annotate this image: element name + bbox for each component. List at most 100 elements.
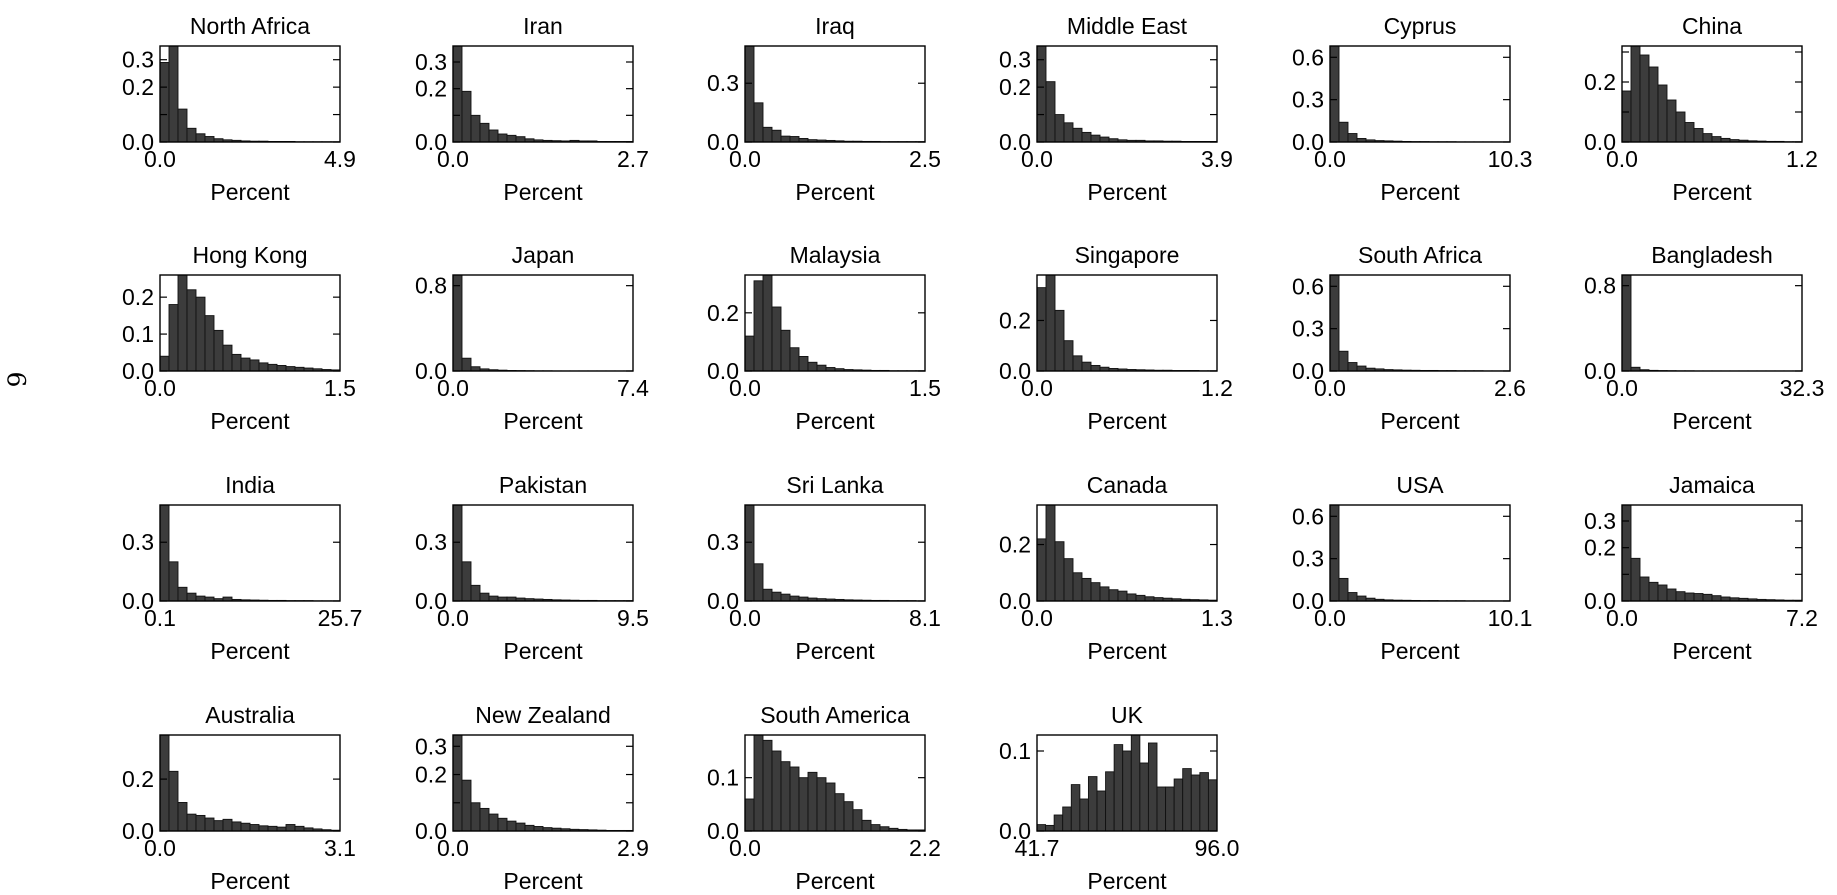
x-tick-label: 0.0	[729, 605, 761, 631]
histogram-bar	[258, 825, 269, 832]
panel-title: UK	[1111, 702, 1144, 728]
x-tick-label: 0.0	[437, 375, 469, 401]
x-tick-label: 1.3	[1201, 605, 1233, 631]
histogram-bar	[204, 315, 215, 372]
panel-title: Sri Lanka	[786, 472, 883, 498]
histogram-bar	[780, 135, 791, 143]
histogram-bar	[479, 592, 490, 602]
y-tick-label: 0.0	[999, 358, 1031, 384]
panel-title: North Africa	[190, 13, 310, 39]
histogram-bar	[1062, 806, 1072, 832]
plot-frame	[452, 504, 634, 602]
x-axis-label: Percent	[1672, 638, 1752, 664]
y-tick-label: 0.0	[1584, 129, 1616, 155]
histogram-bar	[1090, 134, 1101, 143]
plot-frame	[1329, 504, 1511, 602]
plot-frame	[452, 45, 634, 143]
x-axis-label: Percent	[210, 408, 290, 434]
x-axis-label: Percent	[1087, 408, 1167, 434]
histogram-panel-india: India 0.0 0.3 0.1 25.7 Percent	[122, 472, 362, 664]
y-tick-label: 0.3	[415, 733, 447, 759]
plot-frame	[1621, 504, 1803, 602]
histogram-bar	[744, 335, 755, 372]
histogram-bar	[1147, 742, 1158, 832]
histogram-bar	[744, 798, 755, 832]
x-axis-label: Percent	[503, 868, 583, 894]
plot-frame	[1329, 45, 1511, 143]
panel-title: South Africa	[1358, 242, 1482, 268]
histogram-bar	[1356, 595, 1367, 602]
histogram-bar	[771, 591, 782, 602]
panel-title: Middle East	[1067, 13, 1188, 39]
histogram-bar	[452, 734, 463, 832]
histogram-panel-australia: Australia 0.0 0.2 0.0 3.1 Percent	[122, 702, 356, 894]
y-tick-label: 0.0	[415, 818, 447, 844]
histogram-bar	[771, 306, 782, 372]
y-tick-label: 0.0	[122, 818, 154, 844]
histogram-bar	[771, 750, 782, 832]
histogram-panel-middle-east: Middle East 0.0 0.20.3 0.0 3.9 Percent	[999, 13, 1233, 205]
histogram-panel-usa: USA 0.0 0.3 0.6 0.0 10.1 Percent	[1292, 472, 1532, 664]
x-tick-label: 0.0	[1021, 605, 1053, 631]
x-tick-label: 3.9	[1201, 146, 1233, 172]
x-tick-label: 0.0	[1606, 375, 1638, 401]
histogram-bar	[1693, 128, 1704, 143]
y-tick-label: 0.0	[1292, 588, 1324, 614]
histogram-bar	[1338, 577, 1349, 602]
histogram-bar	[285, 824, 296, 832]
histogram-bar	[780, 761, 791, 832]
histogram-bar	[834, 793, 845, 832]
x-tick-label: 9.5	[617, 605, 649, 631]
y-tick-label: 0.0	[707, 818, 739, 844]
y-tick-label: 0.3	[1584, 508, 1616, 534]
x-tick-label: 10.3	[1488, 146, 1533, 172]
x-tick-label: 0.0	[437, 835, 469, 861]
histogram-bar	[1702, 593, 1713, 602]
histogram-bar	[470, 114, 481, 143]
histogram-bar	[1693, 593, 1704, 602]
histogram-bar	[1639, 576, 1650, 602]
histogram-bar	[195, 296, 206, 372]
histogram-bar	[186, 592, 197, 602]
y-tick-label: 0.0	[999, 588, 1031, 614]
histogram-panel-uk: UK 0.0 0.1 41.7 96.0 Percent	[999, 702, 1239, 894]
x-tick-label: 0.0	[729, 835, 761, 861]
histogram-bar	[195, 595, 206, 602]
panel-title: USA	[1396, 472, 1444, 498]
x-tick-label: 1.2	[1201, 375, 1233, 401]
histogram-bar	[159, 355, 170, 372]
x-axis-label: Percent	[210, 868, 290, 894]
histogram-bar	[1675, 591, 1686, 602]
y-tick-label: 0.6	[1292, 503, 1324, 529]
histogram-bar	[1173, 778, 1184, 832]
plot-frame	[1621, 45, 1803, 143]
y-tick-label: 0.0	[1292, 358, 1324, 384]
histogram-bar	[488, 129, 499, 143]
x-tick-label: 0.0	[144, 375, 176, 401]
histogram-bar	[470, 584, 481, 602]
y-tick-label: 0.0	[415, 129, 447, 155]
y-tick-label: 0.3	[999, 47, 1031, 73]
histogram-bar	[497, 133, 508, 143]
histogram-bar	[1648, 66, 1659, 143]
histogram-bar	[186, 289, 197, 372]
histogram-bar	[240, 822, 251, 832]
histogram-bar	[1338, 350, 1349, 372]
histogram-bar	[1338, 121, 1349, 143]
histogram-bar	[1684, 122, 1695, 143]
x-axis-label: Percent	[1380, 179, 1460, 205]
histogram-panel-bangladesh: Bangladesh 0.0 0.8 0.0 32.3 Percent	[1584, 242, 1824, 434]
x-tick-label: 32.3	[1780, 375, 1825, 401]
histogram-bar	[222, 818, 233, 832]
y-tick-label: 0.2	[415, 76, 447, 102]
panel-title: South America	[760, 702, 910, 728]
histogram-bar	[213, 820, 224, 832]
histogram-bar	[780, 593, 791, 602]
panel-title: New Zealand	[475, 702, 611, 728]
histogram-bar	[1702, 133, 1713, 143]
histogram-bar	[1117, 590, 1128, 602]
x-tick-label: 25.7	[318, 605, 363, 631]
histogram-bar	[461, 357, 472, 372]
histogram-bar	[771, 129, 782, 143]
x-tick-label: 41.7	[1015, 835, 1060, 861]
